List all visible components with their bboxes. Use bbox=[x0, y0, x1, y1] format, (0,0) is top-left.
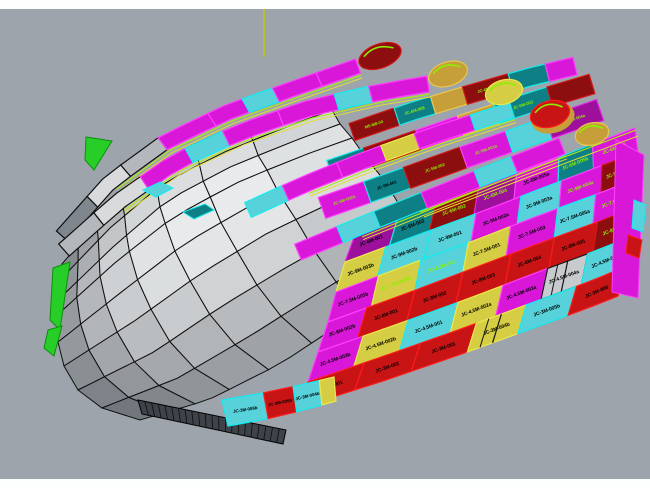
plate-label: JC-3M-006b bbox=[233, 405, 258, 414]
edge-sliver[interactable] bbox=[631, 199, 647, 233]
deck-accent-line bbox=[123, 93, 430, 211]
cap-highlight bbox=[432, 64, 461, 75]
deck-edge-strips bbox=[55, 58, 568, 261]
frame-hatch-line bbox=[198, 412, 201, 427]
deck-accent-line bbox=[363, 158, 568, 241]
edge-sliver[interactable] bbox=[611, 139, 645, 299]
plate-label: JC-3M-004b bbox=[295, 391, 320, 402]
body-accent-line bbox=[423, 135, 639, 218]
cap-highlight bbox=[578, 125, 604, 134]
frame-hatch-line bbox=[144, 401, 149, 416]
beam-line bbox=[492, 313, 502, 343]
frame-hatch-line bbox=[276, 428, 280, 443]
hull-bottom-hatch bbox=[137, 399, 287, 445]
deck-accent-line bbox=[125, 96, 431, 213]
deck-accent-line bbox=[118, 77, 363, 192]
frame-hatch-line bbox=[171, 406, 175, 421]
cap-highlight bbox=[489, 82, 517, 92]
beam-line bbox=[479, 318, 490, 348]
strip-cap[interactable] bbox=[425, 56, 470, 91]
frame-hatch-line bbox=[164, 405, 169, 420]
beam-line bbox=[560, 261, 569, 293]
frame-hatch-line bbox=[211, 414, 213, 430]
cap-highlight bbox=[363, 45, 394, 58]
frame-top bbox=[0, 0, 650, 9]
plate-label: JC-5M-001 bbox=[376, 179, 398, 191]
deck-accent-line bbox=[116, 74, 362, 190]
selection-highlight[interactable] bbox=[84, 136, 113, 171]
strip-cap[interactable] bbox=[355, 37, 405, 75]
plate-panel[interactable] bbox=[544, 56, 578, 83]
plate-panel[interactable] bbox=[318, 376, 337, 406]
strip-caps bbox=[355, 37, 610, 147]
frame-hatch-line bbox=[151, 402, 156, 417]
body-accent-line bbox=[419, 129, 637, 213]
frame-hatch-line bbox=[263, 425, 267, 440]
plate-panel[interactable] bbox=[367, 75, 430, 103]
plate-label: JC-3M-005b bbox=[267, 397, 292, 407]
cap-highlight bbox=[534, 103, 563, 114]
frame-hatch-line bbox=[177, 408, 181, 423]
frame-hatch-line bbox=[184, 409, 188, 424]
edge-sliver[interactable] bbox=[141, 181, 175, 198]
plate-panel[interactable] bbox=[567, 264, 627, 317]
frame-bottom bbox=[0, 479, 650, 488]
frame-hatch-line bbox=[256, 424, 260, 439]
beam-line bbox=[550, 264, 559, 296]
frame-hatch-line bbox=[244, 421, 247, 436]
frame-hatch-line bbox=[204, 413, 207, 428]
plate-label: JC-6M-008 bbox=[404, 105, 426, 116]
deck-accent-line bbox=[310, 122, 517, 197]
plate-label: M5-M8-04 bbox=[364, 119, 384, 130]
plate-panel[interactable] bbox=[315, 58, 362, 88]
deck-accent-line bbox=[308, 119, 516, 194]
plate-panel[interactable] bbox=[469, 101, 516, 131]
selection-highlight[interactable] bbox=[43, 325, 63, 357]
plate-label: JC-5M-003 bbox=[512, 99, 534, 111]
frame-hatch-line bbox=[157, 404, 162, 419]
frame-hatch-line bbox=[250, 423, 253, 438]
highlight-patches bbox=[43, 129, 647, 357]
plate-panel[interactable] bbox=[510, 137, 566, 174]
edge-sliver[interactable] bbox=[181, 203, 216, 220]
frame-hatch-line bbox=[269, 427, 273, 442]
frame-hatch-line bbox=[191, 410, 194, 425]
edge-sliver[interactable] bbox=[625, 234, 643, 259]
